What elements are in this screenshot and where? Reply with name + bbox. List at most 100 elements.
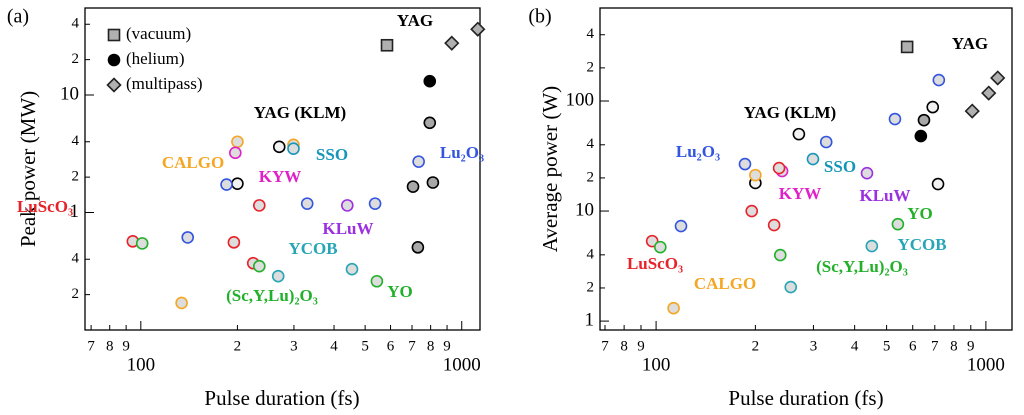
material-label: YCOB [897,235,946,254]
circle-marker [253,259,266,273]
x-tick-label: 9 [443,338,451,354]
y-tick-label: 4 [72,251,80,267]
material-label: SSO [316,145,348,164]
x-tick-label: 6 [387,338,395,354]
circle-marker [931,177,945,191]
material-label: (Sc,Y,Lu)₂O₃ [226,286,318,305]
circle-marker [674,219,688,233]
material-label: KYW [259,167,302,186]
y-tick-label: 1 [585,309,595,330]
plot-frame [84,7,481,331]
x-tick-label: 8 [950,338,958,354]
material-label: KYW [779,184,822,203]
x-tick-label: 3 [810,338,818,354]
panel-label: (b) [528,6,551,28]
material-label: Lu₂O₃ [676,142,720,161]
circle-marker [792,127,806,141]
x-tick-label: 1000 [443,354,481,375]
circle-marker [806,152,820,166]
diamond-marker [981,85,997,101]
diamond-marker [444,35,460,51]
circle-marker [423,116,437,130]
material-label: KLuW [859,186,910,205]
x-tick-label: 7 [87,338,95,354]
material-label: LuScO₃ [627,254,683,273]
material-label: YO [907,204,933,223]
circle-marker [231,135,244,149]
x-tick-label: 9 [967,338,975,354]
material-label: YCOB [288,239,337,258]
circle-marker [772,161,786,175]
circle-marker [784,280,798,294]
square-marker [107,28,121,42]
circle-marker [300,197,314,210]
x-tick-label: 4 [851,338,859,354]
x-tick-label: 8 [427,338,435,354]
circle-marker [932,73,946,87]
y-tick-label: 4 [72,133,80,149]
circle-marker [860,166,874,180]
circle-marker [426,176,440,189]
x-tick-label: 9 [637,338,645,354]
circle-marker [914,129,928,143]
x-tick-label: 2 [234,338,242,354]
y-tick-label: 10 [60,83,79,104]
circle-marker [423,74,437,88]
circle-marker [368,197,382,210]
y-tick-label: 2 [72,169,80,185]
plot-frame [599,7,1013,331]
x-tick-label: 8 [620,338,628,354]
circle-marker [917,113,931,127]
circle-marker [231,177,244,190]
material-label: YAG [397,11,433,30]
circle-marker [253,199,266,212]
x-tick-label: 4 [330,338,338,354]
x-tick-label: 5 [361,338,369,354]
circle-marker [271,269,285,283]
diamond-marker [470,21,486,37]
material-label: LuScO₃ [17,197,73,216]
material-label: KLuW [322,219,373,238]
y-tick-label: 2 [587,169,595,185]
y-tick-label: 10 [575,199,594,220]
material-label: YAG (KLM) [744,103,836,122]
x-tick-label: 8 [106,338,114,354]
x-tick-label: 3 [290,338,298,354]
circle-marker [345,262,359,276]
circle-marker [645,234,659,248]
circle-marker [181,231,195,244]
material-label: (Sc,Y,Lu)₂O₃ [816,257,908,276]
y-tick-label: 4 [587,136,595,152]
x-tick-label: 100 [642,354,671,375]
circle-marker [654,240,667,254]
circle-marker [370,274,384,288]
circle-marker [667,301,680,315]
circle-marker [107,53,121,67]
circle-marker [865,239,879,253]
y-tick-label: 2 [72,51,80,67]
y-tick-label: 4 [72,16,80,32]
y-tick-label: 2 [587,59,595,75]
circle-marker [745,204,759,218]
y-axis-title: Peak power (MW) [16,91,40,247]
circle-marker [220,178,233,191]
y-tick-label: 100 [566,89,595,110]
square-marker [380,38,394,52]
diamond-marker [964,103,980,119]
circle-marker [227,236,241,249]
x-tick-label: 100 [127,354,156,375]
x-axis-title: Pulse duration (fs) [728,386,883,410]
circle-marker [135,237,149,250]
x-tick-label: 1000 [967,354,1005,375]
circle-marker [406,180,420,193]
circle-marker [767,218,781,232]
circle-marker [749,168,762,182]
circle-marker [341,199,354,212]
material-label: YAG [952,34,988,53]
diamond-marker [106,77,122,93]
square-marker [900,40,914,54]
circle-marker [888,112,902,126]
material-label: CALGO [694,274,756,293]
legend-label: (multipass) [126,74,203,93]
